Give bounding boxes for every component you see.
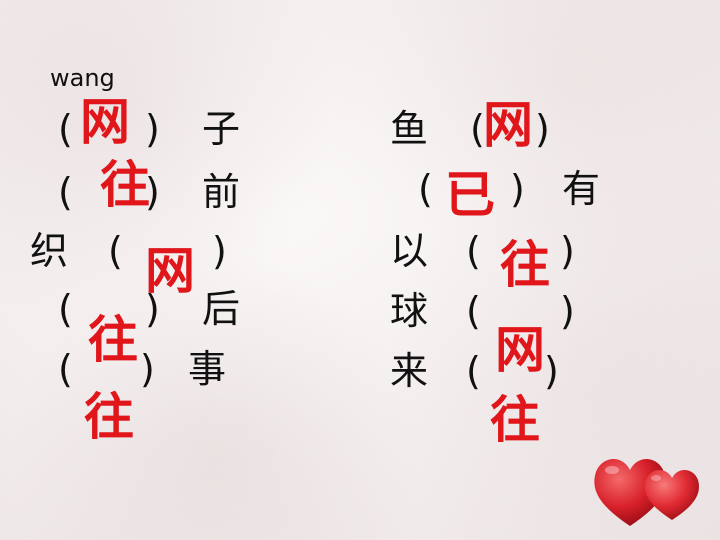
left-answer-4: 往 [88,311,138,369]
left-row1-open-paren: ( [58,107,73,151]
right-row2-word: 有 [562,167,601,211]
right-row4-open-paren: ( [466,289,481,333]
left-row3-prefix: 织 [30,229,69,273]
right-answer-5: 往 [490,391,540,449]
left-row1-word: 子 [202,107,241,151]
left-answer-2: 往 [100,156,150,214]
left-row5-open-paren: ( [58,347,73,391]
left-row2-open-paren: ( [58,170,73,214]
right-row1-close-paren: ) [535,107,550,151]
right-row3-open-paren: ( [466,229,481,273]
right-row2-open-paren: ( [418,167,433,211]
right-row2-close-paren: ) [510,167,525,211]
right-row1-prefix: 鱼 [390,107,429,151]
left-answer-1: 网 [80,93,130,151]
right-answer-2: 已 [445,166,495,224]
right-row1-open-paren: ( [470,107,485,151]
right-row3-prefix: 以 [390,229,429,273]
left-row2-close-paren: ) [145,170,160,214]
left-row4-close-paren: ) [145,287,160,331]
right-answer-1: 网 [483,96,533,154]
right-answer-3: 往 [500,236,550,294]
right-row5-prefix: 来 [390,349,429,393]
left-answer-5: 往 [84,388,134,446]
left-row4-open-paren: ( [58,287,73,331]
right-answer-4: 网 [495,321,545,379]
left-row3-close-paren: ) [212,229,227,273]
left-row5-close-paren: ) [140,347,155,391]
left-answer-3: 网 [145,242,195,300]
right-row3-close-paren: ) [560,229,575,273]
right-row5-close-paren: ) [544,349,559,393]
left-row2-word: 前 [202,170,241,214]
right-row4-close-paren: ) [560,289,575,333]
pinyin-hint: wang [50,64,115,92]
left-row5-word: 事 [188,347,227,391]
left-row3-open-paren: ( [108,229,123,273]
left-row4-word: 后 [202,287,241,331]
right-row5-open-paren: ( [466,349,481,393]
hearts-icon [590,448,710,537]
left-row1-close-paren: ) [145,107,160,151]
right-row4-prefix: 球 [390,289,429,333]
